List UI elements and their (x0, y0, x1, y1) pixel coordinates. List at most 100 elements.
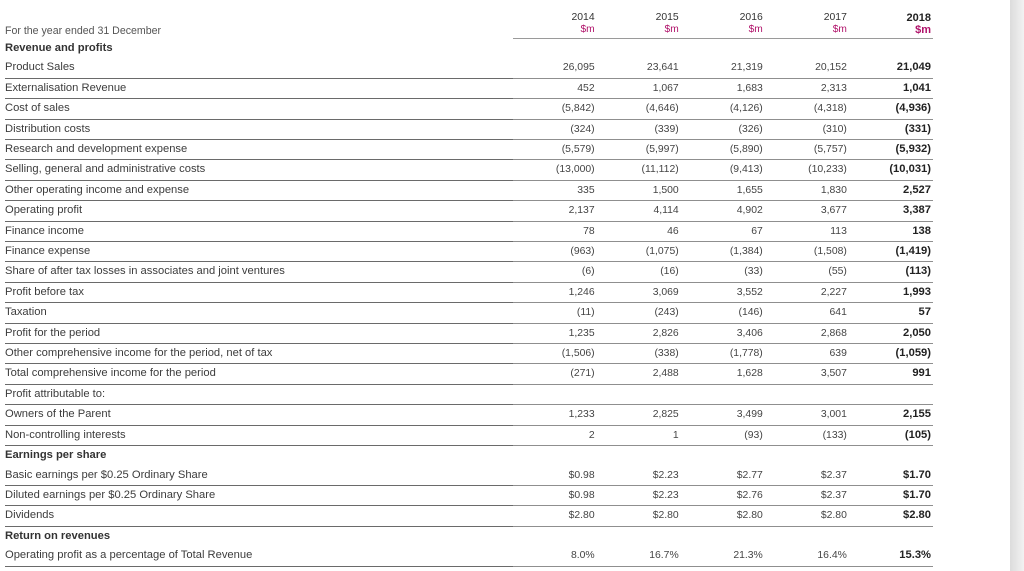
cell-other-op-2018: 2,527 (848, 180, 933, 202)
row-label-diluted-eps: Diluted earnings per $0.25 Ordinary Shar… (5, 485, 513, 507)
cell-ext-rev-2017: 2,313 (764, 78, 849, 100)
cell-pfp-2015: 2,826 (596, 323, 681, 345)
table-row: Research and development expense (5,579)(… (5, 139, 933, 161)
cell-dividends-2017: $2.80 (764, 505, 849, 527)
row-label-product-sales: Product Sales (5, 58, 513, 79)
cell-fin-income-2018: 138 (848, 221, 933, 243)
cell-owners-2015: 2,825 (596, 404, 681, 426)
cell-op-pct-2015: 16.7% (596, 546, 681, 567)
section-revenue-profits: Revenue and profits (5, 41, 113, 54)
cell-sga-2018: (10,031) (848, 159, 933, 181)
section-heading-row: Earnings per share (5, 446, 933, 466)
cell-cost-sales-2017: (4,318) (764, 98, 849, 120)
cell-tci-2017: 3,507 (764, 363, 849, 385)
table-row: Operating profit 2,137 4,114 4,902 3,677 3,38… (5, 200, 933, 222)
cell-nci-2017: (133) (764, 425, 849, 447)
cell-dividends-2018: $2.80 (848, 505, 933, 527)
row-label-other-op: Other operating income and expense (5, 180, 513, 202)
table-row: Cost of sales (5,842) (4,646) (4,126) (4,318… (5, 98, 933, 120)
cell-fin-expense-2016: (1,384) (680, 241, 765, 263)
cell-pbt-2018: 1,993 (848, 282, 933, 304)
cell-tci-2016: 1,628 (680, 363, 765, 385)
cell-basic-eps-2017: $2.37 (764, 465, 849, 486)
section-profit-attributable: Profit attributable to: (5, 384, 513, 406)
cell-assoc-2018: (113) (848, 261, 933, 283)
cell-other-op-2017: 1,830 (764, 180, 849, 202)
cell-rnd-2018: (5,932) (848, 139, 933, 161)
row-label-tci: Total comprehensive income for the perio… (5, 363, 513, 385)
row-label-fin-expense: Finance expense (5, 241, 513, 263)
row-label-op-profit: Operating profit (5, 200, 513, 222)
cell-sga-2017: (10,233) (764, 159, 849, 181)
year-header-2014: 2014 $m (512, 4, 597, 39)
cell-basic-eps-2018: $1.70 (848, 465, 933, 486)
section-eps: Earnings per share (5, 449, 107, 462)
cell-nci-2015: 1 (596, 425, 681, 447)
cell-rnd-2017: (5,757) (764, 139, 849, 161)
cell-owners-2017: 3,001 (764, 404, 849, 426)
row-label-assoc: Share of after tax losses in associates … (5, 261, 513, 283)
cell-distribution-2014: (324) (512, 119, 597, 141)
cell-distribution-2017: (310) (764, 119, 849, 141)
five-year-financial-table: For the year ended 31 December 2014 $m 20… (5, 4, 933, 571)
cell-cost-sales-2015: (4,646) (596, 98, 681, 120)
cell-oci-2016: (1,778) (680, 343, 765, 365)
row-label-cost-sales: Cost of sales (5, 98, 513, 120)
cell-tci-2018: 991 (848, 363, 933, 385)
table-row: Profit before tax 1,246 3,069 3,552 2,227 1,9… (5, 282, 933, 304)
table-row: Finance expense (963) (1,075) (1,384) (1,508… (5, 241, 933, 263)
page-edge-shadow (1010, 0, 1024, 571)
cell-pbt-2014: 1,246 (512, 282, 597, 304)
cell-op-pct-2018: 15.3% (848, 546, 933, 567)
cell-ext-rev-2014: 452 (512, 78, 597, 100)
row-label-ratio: Ratio of earnings to fixed charges (5, 566, 513, 571)
cell-oci-2018: (1,059) (848, 343, 933, 365)
cell-ratio-2014: 6.1 (512, 566, 597, 571)
cell-pbt-2015: 3,069 (596, 282, 681, 304)
cell-other-op-2015: 1,500 (596, 180, 681, 202)
cell-diluted-eps-2016: $2.76 (680, 485, 765, 507)
row-label-dividends: Dividends (5, 505, 513, 527)
cell-rnd-2016: (5,890) (680, 139, 765, 161)
cell-other-op-2014: 335 (512, 180, 597, 202)
table-row: Ratio of earnings to fixed charges6.111.… (5, 566, 933, 571)
cell-product-sales-2018: 21,049 (848, 58, 933, 79)
section-heading-row: Profit attributable to: (5, 384, 933, 406)
cell-op-pct-2014: 8.0% (512, 546, 597, 567)
row-label-oci: Other comprehensive income for the perio… (5, 343, 513, 365)
table-row: Taxation (11) (243) (146) 641 57 (5, 302, 933, 324)
table-header-row: For the year ended 31 December 2014 $m 20… (5, 4, 933, 39)
cell-dividends-2014: $2.80 (512, 505, 597, 527)
cell-oci-2014: (1,506) (512, 343, 597, 365)
cell-sga-2016: (9,413) (680, 159, 765, 181)
cell-basic-eps-2014: $0.98 (512, 465, 597, 486)
section-return: Return on revenues (5, 529, 111, 542)
cell-assoc-2014: (6) (512, 261, 597, 283)
cell-tax-2018: 57 (848, 302, 933, 324)
cell-sga-2014: (13,000) (512, 159, 597, 181)
cell-op-profit-2018: 3,387 (848, 200, 933, 222)
cell-cost-sales-2014: (5,842) (512, 98, 597, 120)
cell-cost-sales-2016: (4,126) (680, 98, 765, 120)
cell-assoc-2016: (33) (680, 261, 765, 283)
cell-product-sales-2014: 26,095 (512, 58, 597, 79)
cell-ratio-2015: 11.3 (596, 566, 681, 571)
cell-nci-2016: (93) (680, 425, 765, 447)
cell-oci-2017: 639 (764, 343, 849, 365)
cell-tax-2015: (243) (596, 302, 681, 324)
cell-basic-eps-2015: $2.23 (596, 465, 681, 486)
cell-distribution-2015: (339) (596, 119, 681, 141)
table-row: Profit for the period 1,235 2,826 3,406 2,86… (5, 323, 933, 345)
cell-dividends-2015: $2.80 (596, 505, 681, 527)
cell-product-sales-2017: 20,152 (764, 58, 849, 79)
cell-owners-2018: 2,155 (848, 404, 933, 426)
year-header-2018: 2018 $m (848, 4, 933, 39)
cell-ratio-2016: 8.9 (680, 566, 765, 571)
row-label-sga: Selling, general and administrative cost… (5, 159, 513, 181)
cell-product-sales-2015: 23,641 (596, 58, 681, 79)
year-header-2015: 2015 $m (596, 4, 681, 39)
table-caption: For the year ended 31 December (5, 24, 162, 37)
cell-pfp-2017: 2,868 (764, 323, 849, 345)
cell-fin-income-2016: 67 (680, 221, 765, 243)
cell-op-profit-2017: 3,677 (764, 200, 849, 222)
